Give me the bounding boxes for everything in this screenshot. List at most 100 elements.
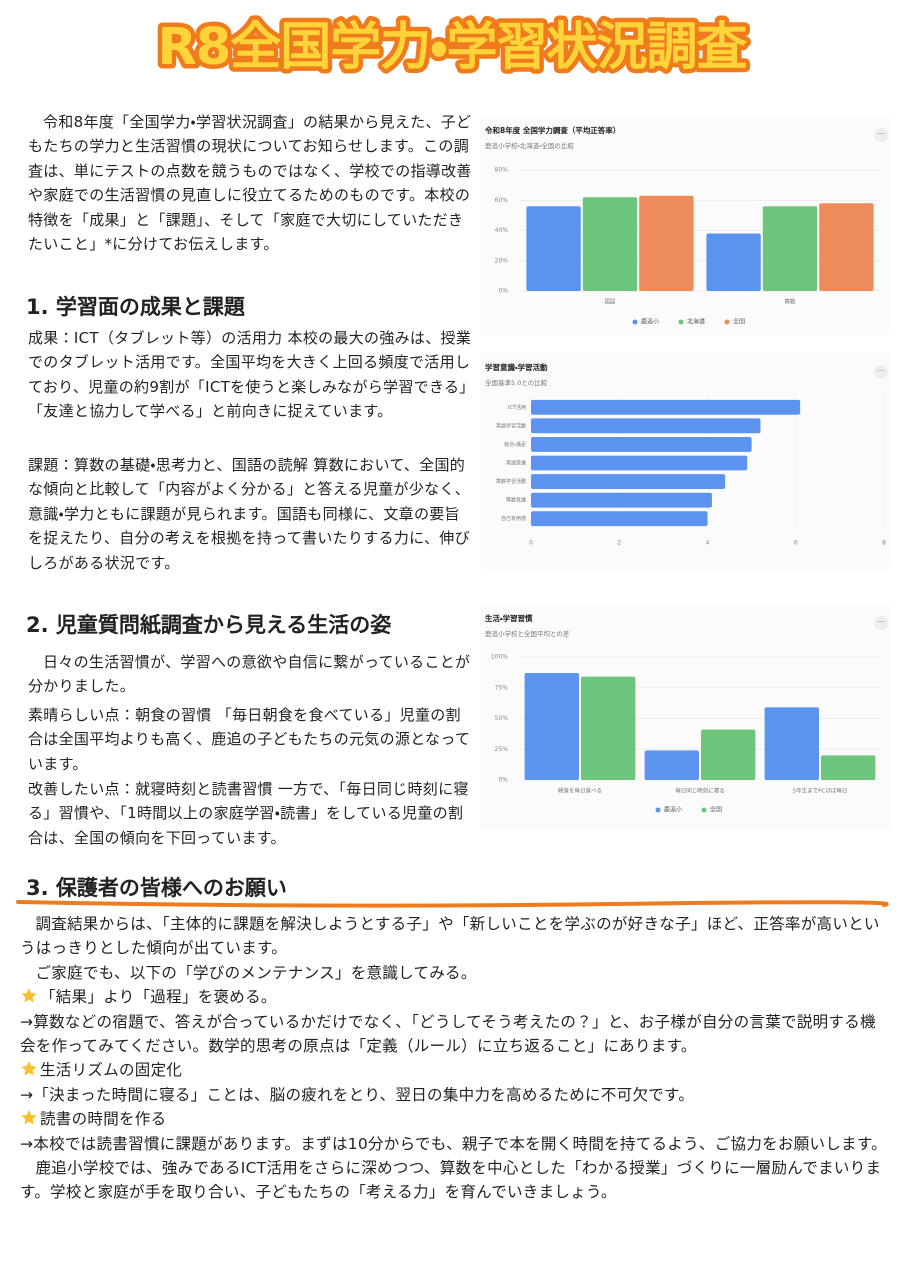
bar [531, 437, 752, 452]
closing: 鹿追小学校では、強みであるICT活用をさらに深めつつ、算数を中心とした「わかる授… [20, 1159, 882, 1202]
y-tick-label: 英語学習活動 [496, 422, 526, 429]
bar [526, 206, 581, 291]
y-tick-label: 20% [495, 257, 509, 264]
paragraph: 成果：ICT（タブレット等）の活用力 本校の最大の強みは、授業でのタブレット活用… [28, 329, 472, 421]
y-tick-label: 0% [498, 777, 508, 784]
x-tick-label: 朝食を毎日食べる [558, 787, 602, 795]
bar [764, 707, 819, 780]
item-text: →「決まった時間に寝る」ことは、脳の疲れをとり、翌日の集中力を高めるために不可欠… [20, 1085, 695, 1104]
paragraph: 課題：算数の基礎・思考力と、国語の読解 算数において、全国的な傾向と比較して「内… [28, 456, 471, 572]
x-tick-label: 5年生までPCほぼ毎日 [793, 787, 848, 795]
y-tick-label: 総合・満足 [504, 441, 526, 448]
item-title: 生活リズムの固定化 [40, 1061, 183, 1080]
chart-subtitle: 鹿追小学校・北海道・全国の比較 [485, 141, 574, 150]
paragraph: 素晴らしい点：朝食の習慣 「毎日朝食を食べている」児童の割合は全国平均よりも高く… [28, 706, 471, 773]
x-tick-label: 8 [882, 540, 886, 547]
chart-title: 令和8年度 全国学力調査（平均正答率） [485, 125, 620, 135]
paragraph: 調査結果からは、「主体的に課題を解決しようとする子」や「新しいことを学ぶのが好き… [20, 915, 880, 958]
item-title-row: 読書の時間を作る [20, 1107, 888, 1131]
legend-swatch [701, 807, 707, 813]
menu-button[interactable] [874, 365, 888, 379]
item-title: 読書の時間を作る [40, 1110, 167, 1129]
menu-button[interactable] [874, 128, 888, 142]
title-banner: R8全国学力・学習状況調査 [153, 14, 753, 82]
legend-swatch [632, 319, 638, 325]
bar [819, 203, 874, 291]
bar [531, 474, 726, 489]
y-tick-label: 25% [495, 746, 509, 753]
paragraph: ご家庭でも、以下の「学びのメンテナンス」を意識してみる。 [35, 963, 477, 982]
y-tick-label: 50% [495, 715, 509, 722]
legend-label: 鹿追小 [641, 318, 659, 326]
y-tick-label: 0% [498, 288, 508, 295]
bar [531, 399, 801, 415]
star-icon [21, 988, 37, 1003]
x-tick-label: 算数 [784, 298, 796, 306]
bar [762, 206, 818, 291]
x-tick-label: 6 [794, 540, 798, 547]
item-text: →算数などの宿題で、答えが合っているかだけでなく、「どうしてそう考えたの？」と、… [20, 1012, 876, 1056]
chart-subtitle: 鹿追小学校と全国平均との差 [485, 629, 570, 638]
legend-label: 全国 [710, 806, 722, 814]
y-tick-label: 40% [495, 227, 509, 234]
bar [706, 233, 761, 291]
legend-swatch [655, 807, 661, 813]
menu-dots: ··· [877, 618, 885, 627]
chart: 令和8年度 全国学力調査（平均正答率） 鹿追小学校・北海道・全国の比較 ··· 0% 2… [480, 115, 890, 335]
item-text: →本校では読書習慣に課題があります。まずは10分からでも、親子で本を開く時間を持… [20, 1134, 887, 1153]
y-tick-label: 自己有用感 [501, 515, 526, 522]
x-tick-label: 4 [706, 540, 710, 547]
section-heading: 3. 保護者の皆様へのお願い [26, 876, 287, 900]
menu-dots: ··· [877, 367, 885, 376]
x-tick-label: 毎日同じ時刻に寝る [675, 787, 725, 795]
y-tick-label: 80% [495, 167, 509, 174]
y-tick-label: ICT活用 [508, 404, 526, 411]
item-title-row: 生活リズムの固定化 [20, 1058, 888, 1082]
chart-subtitle: 全国基準5.0との比較 [485, 378, 548, 387]
bar [531, 455, 748, 471]
bar [524, 672, 579, 780]
x-tick-label: 0 [529, 540, 533, 547]
bar [582, 197, 638, 291]
bar [581, 676, 636, 780]
bar [701, 729, 756, 780]
bar [639, 195, 694, 291]
heading-underline [16, 900, 889, 908]
menu-dots: ··· [877, 130, 885, 139]
legend-swatch [724, 319, 730, 325]
paragraph: 改善したい点：就寝時刻と読書習慣 一方で、「毎日同じ時刻に寝る」習慣や、「1時間… [28, 780, 469, 847]
y-tick-label: 算数学習活動 [496, 478, 526, 485]
bar [821, 755, 876, 780]
x-tick-label: 2 [617, 540, 621, 547]
chart-title: 学習意識・学習活動 [485, 362, 548, 372]
star-icon [21, 1061, 37, 1076]
legend-label: 鹿追小 [664, 806, 682, 814]
y-tick-label: 75% [495, 684, 509, 691]
section-body: 調査結果からは、「主体的に課題を解決しようとする子」や「新しいことを学ぶのが好き… [20, 912, 888, 1205]
section-heading: 2. 児童質問紙調査から見える生活の姿 [26, 613, 392, 637]
menu-button[interactable] [874, 616, 888, 630]
bar [644, 750, 699, 780]
item-title: 「結果」より「過程」を褒める。 [40, 988, 277, 1007]
bar [531, 511, 708, 527]
legend-label: 北海道 [687, 318, 705, 326]
intro: 令和8年度「全国学力・学習状況調査」の結果から見えた、子どもたちの学力と生活習慣… [28, 113, 472, 254]
paragraph: 日々の生活習慣が、学習への意欲や自信に繋がっていることが分かりました。 [28, 653, 471, 696]
bar [531, 418, 761, 434]
chart-title: 生活・学習習慣 [485, 613, 533, 623]
bar [531, 492, 712, 508]
section-heading: 1. 学習面の成果と課題 [26, 295, 245, 319]
legend-label: 全国 [733, 318, 745, 326]
legend-swatch [678, 319, 684, 325]
page-title: R8全国学力・学習状況調査 [157, 18, 747, 77]
y-tick-label: 算数意識 [506, 497, 526, 504]
star-icon [21, 1110, 37, 1125]
y-tick-label: 60% [495, 197, 509, 204]
item-title-row: 「結果」より「過程」を褒める。 [20, 985, 888, 1009]
y-tick-label: 英語意識 [506, 460, 526, 467]
y-tick-label: 100% [491, 654, 508, 661]
x-tick-label: 国語 [604, 299, 616, 306]
